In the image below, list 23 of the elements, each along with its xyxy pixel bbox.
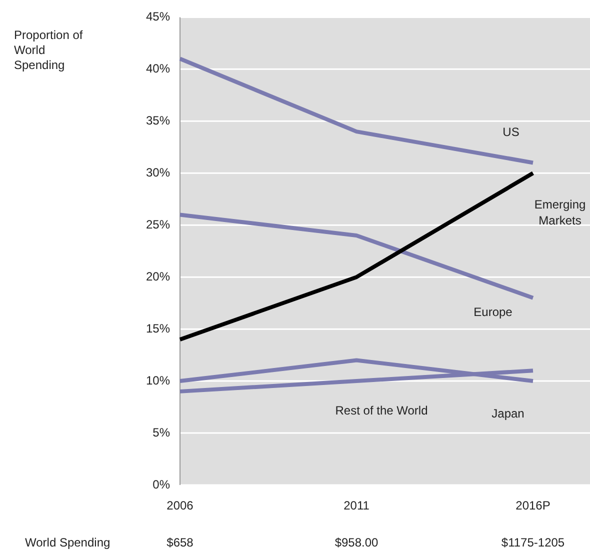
y-tick-label: 35% <box>146 113 170 128</box>
y-tick-label: 30% <box>146 165 170 180</box>
series-label: Rest of the World <box>335 403 428 418</box>
y-tick-label: 25% <box>146 217 170 232</box>
y-tick-label: 40% <box>146 61 170 76</box>
y-tick-label: 5% <box>152 425 170 440</box>
series-label: Europe <box>474 305 513 320</box>
text: Japan <box>492 406 524 420</box>
y-tick-label: 0% <box>152 477 170 492</box>
x-tick-label: 2011 <box>344 498 370 513</box>
x-tick-label: 2016P <box>516 498 550 513</box>
y-tick-label: 15% <box>146 321 170 336</box>
y-tick-label: 20% <box>146 269 170 284</box>
text: $1175-1205 <box>501 535 565 550</box>
x-tick-label: 2006 <box>166 498 194 513</box>
y-tick-label: 45% <box>146 10 170 24</box>
text: World Spending <box>25 535 110 550</box>
text: $658 <box>166 535 194 550</box>
text: $958.00 <box>334 535 379 550</box>
series-label: Emerging Markets <box>534 197 586 228</box>
text: Proportion of World Spending <box>14 28 84 73</box>
series-label: US <box>502 125 520 140</box>
y-tick-label: 10% <box>146 373 170 388</box>
